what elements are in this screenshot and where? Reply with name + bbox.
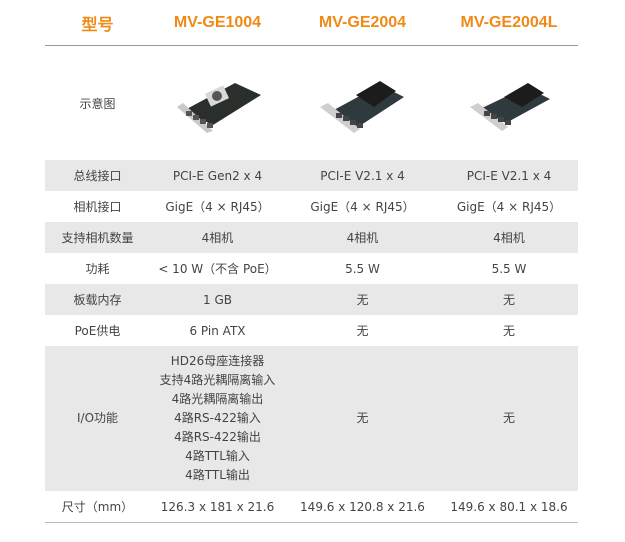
image-row: 示意图: [45, 46, 578, 161]
row-label: 相机接口: [73, 200, 122, 214]
cell: 无: [285, 284, 440, 315]
pcie-card-with-fan-image: [150, 46, 285, 161]
cell: 1 GB: [150, 284, 285, 315]
cell: 无: [440, 346, 578, 491]
io-line: 4路TTL输入: [185, 449, 250, 463]
model-mv-ge2004l: MV-GE2004L: [440, 0, 578, 46]
row-label: 板载内存: [45, 284, 150, 315]
cell: 无: [502, 324, 515, 338]
pcie-card-with-heatsink-image: [285, 46, 440, 161]
io-line: 4路RS-422输入: [174, 411, 261, 425]
cell: 4相机: [440, 222, 578, 253]
cell: PCI-E V2.1 x 4: [440, 160, 578, 191]
row-label: PoE供电: [74, 324, 121, 338]
cell: GigE（4 × RJ45）: [165, 200, 270, 214]
low-profile-pcie-card-image: [440, 46, 578, 161]
cell: 4相机: [285, 222, 440, 253]
row-label: I/O功能: [45, 346, 150, 491]
model-mv-ge1004: MV-GE1004: [150, 0, 285, 46]
cell: < 10 W（不含 PoE）: [158, 262, 277, 276]
cell: GigE（4 × RJ45）: [456, 200, 562, 214]
row-label: 示意图: [79, 96, 116, 111]
cell: PCI-E V2.1 x 4: [285, 160, 440, 191]
io-line: HD26母座连接器: [170, 354, 265, 368]
row-label: 支持相机数量: [45, 222, 150, 253]
row-io: I/O功能 HD26母座连接器 支持4路光耦隔离输入 4路光耦隔离输出 4路RS…: [45, 346, 578, 491]
cell: 149.6 x 120.8 x 21.6: [285, 491, 440, 523]
row-label: 尺寸（mm）: [45, 491, 150, 523]
row-bus-interface: 总线接口 PCI-E Gen2 x 4 PCI-E V2.1 x 4 PCI-E…: [45, 160, 578, 191]
row-power: 功耗 < 10 W（不含 PoE） 5.5 W 5.5 W: [45, 253, 578, 284]
cell: HD26母座连接器 支持4路光耦隔离输入 4路光耦隔离输出 4路RS-422输入…: [150, 346, 285, 491]
row-label: 总线接口: [45, 160, 150, 191]
row-label: 功耗: [85, 262, 110, 276]
cell: 126.3 x 181 x 21.6: [150, 491, 285, 523]
io-line: 支持4路光耦隔离输入: [159, 373, 276, 387]
model-mv-ge2004: MV-GE2004: [285, 0, 440, 46]
cell: PCI-E Gen2 x 4: [150, 160, 285, 191]
io-line: 4路TTL输出: [185, 468, 250, 482]
cell: 无: [440, 284, 578, 315]
header-row: 型号 MV-GE1004 MV-GE2004 MV-GE2004L: [45, 0, 578, 46]
io-line: 4路RS-422输出: [174, 430, 261, 444]
row-camera-interface: 相机接口 GigE（4 × RJ45） GigE（4 × RJ45） GigE（…: [45, 191, 578, 222]
row-camera-count: 支持相机数量 4相机 4相机 4相机: [45, 222, 578, 253]
row-onboard-memory: 板载内存 1 GB 无 无: [45, 284, 578, 315]
cell: 无: [285, 346, 440, 491]
cell: 6 Pin ATX: [189, 323, 246, 338]
cell: GigE（4 × RJ45）: [310, 200, 415, 214]
row-dimensions: 尺寸（mm） 126.3 x 181 x 21.6 149.6 x 120.8 …: [45, 491, 578, 523]
cell: 5.5 W: [491, 261, 527, 276]
cell: 5.5 W: [345, 261, 380, 276]
row-poe: PoE供电 6 Pin ATX 无 无: [45, 315, 578, 346]
model-label: 型号: [45, 0, 150, 46]
spec-comparison-table: 型号 MV-GE1004 MV-GE2004 MV-GE2004L 示意图 总线…: [45, 0, 578, 523]
cell: 无: [356, 324, 369, 338]
cell: 149.6 x 80.1 x 18.6: [440, 491, 578, 523]
cell: 4相机: [150, 222, 285, 253]
io-line: 4路光耦隔离输出: [171, 392, 264, 406]
